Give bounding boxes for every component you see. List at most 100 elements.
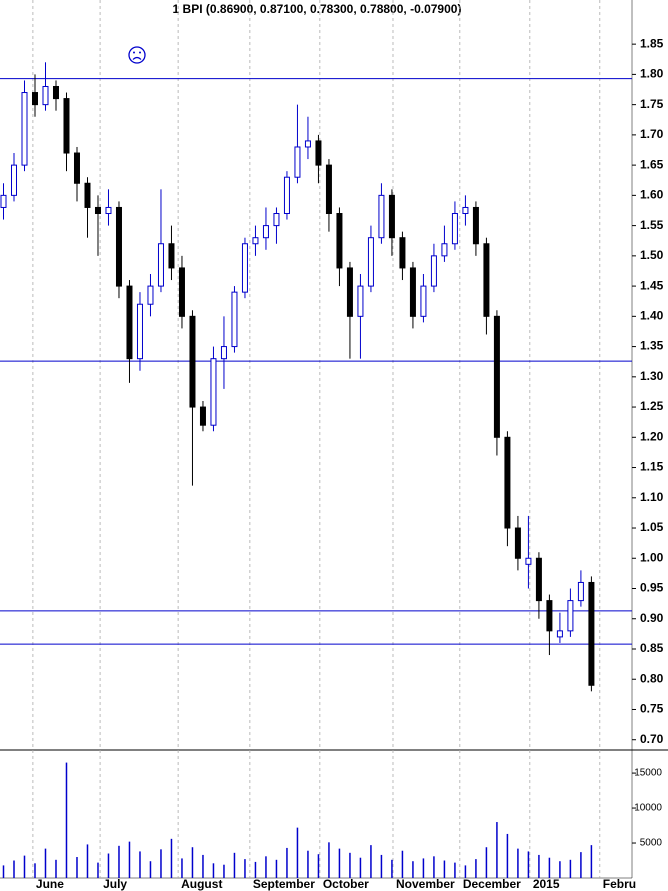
volume-bar — [2, 865, 5, 878]
y-tick-label: 5000 — [640, 838, 663, 849]
volume-bar — [44, 848, 47, 878]
candle-body — [577, 581, 584, 602]
candle-body — [178, 267, 185, 317]
volume-bar — [359, 857, 362, 878]
x-tick-label: November — [396, 877, 455, 891]
candle-body — [483, 243, 490, 317]
y-tick-label: 1.40 — [640, 309, 664, 323]
volume-bar — [548, 857, 551, 878]
volume-bar — [202, 854, 204, 878]
volume-bar — [286, 847, 288, 878]
y-tick-label: 1.15 — [640, 460, 664, 474]
x-tick-label: 2015 — [533, 877, 560, 891]
candle-body — [21, 92, 28, 166]
candle-body — [304, 140, 311, 148]
x-tick-label: December — [463, 877, 521, 891]
y-tick-label: 15000 — [634, 768, 662, 779]
volume-bar — [149, 861, 152, 878]
candle-body — [430, 255, 437, 287]
volume-bar — [464, 865, 467, 878]
volume-bar — [244, 859, 246, 878]
y-tick-label: 0.90 — [640, 611, 664, 625]
candle-body — [567, 600, 574, 632]
volume-bar — [443, 860, 446, 878]
volume-bar — [422, 858, 425, 878]
candle-body — [514, 527, 521, 559]
candle-body — [378, 194, 385, 239]
candle-body — [189, 315, 196, 408]
y-tick-label: 1.85 — [640, 36, 664, 50]
y-tick-label: 1.60 — [640, 188, 664, 202]
volume-bar — [338, 848, 341, 878]
volume-bar — [13, 860, 15, 878]
y-tick-label: 1.25 — [640, 399, 664, 413]
volume-bar — [296, 827, 299, 878]
candle-body — [241, 243, 248, 293]
y-tick-label: 1.75 — [640, 97, 664, 111]
candle-body — [31, 92, 38, 106]
volume-bar — [496, 822, 498, 878]
volume-bar — [485, 847, 488, 878]
candle-body — [420, 285, 427, 317]
x-tick-label: September — [253, 877, 315, 891]
candle-body — [94, 206, 101, 215]
candle-body — [0, 194, 7, 208]
candle-body — [388, 194, 395, 239]
y-tick-label: 0.70 — [640, 732, 664, 746]
candle-body — [546, 600, 553, 632]
candle-body — [220, 346, 227, 360]
volume-bar — [307, 850, 309, 878]
candle-body — [283, 176, 290, 215]
y-tick-label: 1.65 — [640, 157, 664, 171]
candle-body — [346, 267, 353, 317]
candle-body — [84, 182, 91, 208]
volume-bar — [65, 762, 68, 878]
candle-body — [262, 225, 269, 239]
volume-bar — [23, 855, 26, 878]
volume-bar — [97, 862, 99, 878]
candle-body — [273, 213, 280, 227]
y-tick-label: 1.30 — [640, 369, 664, 383]
candle-body — [73, 152, 80, 184]
candle-body — [136, 303, 143, 360]
candle-body — [252, 237, 259, 245]
candle-body — [535, 557, 542, 602]
volume-bar — [181, 858, 183, 878]
candle-body — [357, 285, 364, 317]
candle-body — [105, 206, 112, 215]
volume-bar — [401, 850, 404, 878]
candle-body — [462, 206, 469, 215]
volume-panel: 5000 10000 15000 — [2, 762, 663, 878]
y-tick-label: 1.20 — [640, 429, 664, 443]
volume-bar — [380, 854, 383, 878]
y-tick-label: 0.95 — [640, 581, 664, 595]
candle-body — [126, 285, 133, 360]
volume-bar — [349, 852, 351, 878]
sad-face-icon — [128, 46, 146, 64]
volume-bar — [506, 833, 509, 878]
x-tick-label: October — [323, 877, 369, 891]
candle-body — [556, 630, 563, 638]
candle-body — [409, 267, 416, 317]
candle-body — [42, 85, 49, 106]
y-tick-label: 1.00 — [640, 550, 664, 564]
candle-body — [493, 315, 500, 438]
candle-body — [63, 98, 70, 154]
volume-bar — [55, 859, 57, 878]
candle-body — [10, 164, 17, 196]
volume-bar — [590, 845, 593, 878]
volume-bar — [328, 842, 330, 878]
volume-bar — [76, 857, 78, 878]
candle-body — [231, 291, 238, 348]
volume-bar — [118, 845, 120, 878]
candle-body — [168, 243, 175, 269]
x-tick-label: Febru — [603, 877, 636, 891]
chart-title: 1 BPI (0.86900, 0.87100, 0.78300, 0.7880… — [173, 2, 462, 16]
volume-bar — [223, 864, 225, 878]
y-tick-label: 0.80 — [640, 671, 664, 685]
volume-bar — [86, 844, 89, 878]
volume-bar — [370, 845, 372, 878]
candle-body — [472, 206, 479, 245]
volume-bar — [191, 847, 194, 878]
